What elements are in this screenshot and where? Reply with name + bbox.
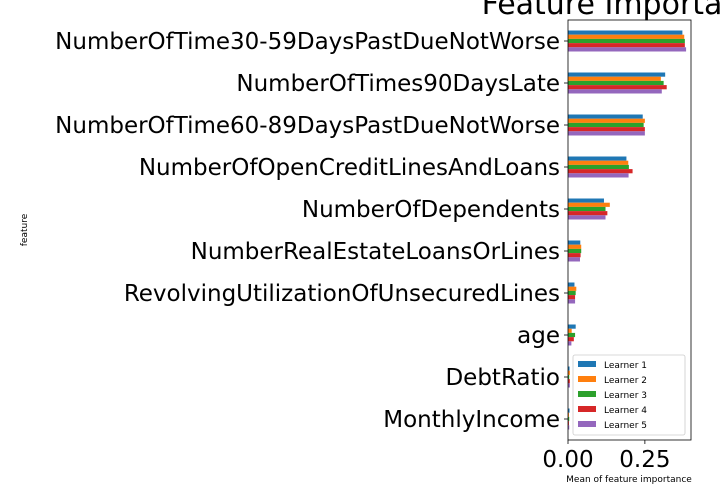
bar-2-9 — [568, 412, 569, 417]
y-axis-title: feature — [20, 213, 30, 246]
bar-4-3 — [568, 169, 633, 174]
category-label: NumberOfDependents — [302, 197, 560, 223]
bar-5-7 — [568, 341, 572, 346]
category-label: age — [517, 323, 560, 349]
bar-1-6 — [568, 282, 575, 287]
bar-5-2 — [568, 131, 645, 136]
bar-4-1 — [568, 85, 667, 90]
bar-3-4 — [568, 206, 606, 212]
bar-2-0 — [568, 34, 685, 39]
bar-3-8 — [568, 374, 570, 380]
bar-5-1 — [568, 89, 662, 94]
bar-1-5 — [568, 240, 581, 245]
bar-3-7 — [568, 332, 576, 338]
bar-3-5 — [568, 248, 582, 254]
bar-5-5 — [568, 257, 580, 262]
bar-4-0 — [568, 43, 685, 48]
bar-2-5 — [568, 244, 582, 249]
category-label: NumberRealEstateLoansOrLines — [191, 239, 560, 265]
bar-5-4 — [568, 215, 606, 220]
bar-3-3 — [568, 164, 629, 170]
bar-5-0 — [568, 47, 687, 52]
legend-box — [572, 354, 686, 436]
bar-1-7 — [568, 324, 576, 329]
bar-1-4 — [568, 198, 604, 203]
bar-2-8 — [568, 370, 570, 375]
bar-3-2 — [568, 122, 644, 128]
chart-title: Feature Importance — [482, 0, 720, 22]
bar-1-8 — [568, 366, 570, 371]
category-labels: NumberOfTime30-59DaysPastDueNotWorse Numb… — [55, 29, 568, 433]
bar-2-2 — [568, 118, 645, 123]
bar-1-9 — [568, 408, 570, 413]
bar-1-3 — [568, 156, 627, 161]
category-label: MonthlyIncome — [383, 407, 560, 433]
legend-swatch — [578, 391, 596, 397]
bar-5-6 — [568, 299, 576, 304]
bar-4-8 — [568, 379, 570, 384]
bar-3-0 — [568, 38, 685, 44]
x-axis-title: Mean of feature importance — [566, 475, 692, 485]
legend-swatch — [578, 376, 596, 382]
bars-group — [568, 30, 687, 430]
bar-2-1 — [568, 76, 661, 81]
bar-1-0 — [568, 30, 683, 35]
x-tick-label: 0.00 — [542, 447, 593, 473]
bar-4-2 — [568, 127, 645, 132]
legend-swatch — [578, 406, 596, 412]
legend-label: Learner 3 — [604, 391, 647, 401]
bar-4-4 — [568, 211, 608, 216]
bar-1-1 — [568, 72, 666, 77]
bar-2-7 — [568, 328, 572, 333]
category-label: NumberOfTime60-89DaysPastDueNotWorse — [55, 113, 560, 139]
category-label: NumberOfTime30-59DaysPastDueNotWorse — [55, 29, 560, 55]
bar-5-9 — [568, 425, 570, 430]
bar-2-6 — [568, 286, 577, 291]
bar-3-1 — [568, 80, 664, 86]
category-label: NumberOfTimes90DaysLate — [236, 71, 560, 97]
x-ticks: 0.00 0.25 — [542, 440, 670, 473]
bar-5-3 — [568, 173, 629, 178]
category-label: DebtRatio — [445, 365, 560, 391]
legend-label: Learner 4 — [604, 406, 647, 416]
bar-3-9 — [568, 416, 570, 422]
plot-frame — [567, 19, 692, 441]
bar-4-9 — [568, 421, 569, 426]
category-label: RevolvingUtilizationOfUnsecuredLines — [124, 281, 560, 307]
bar-2-4 — [568, 202, 610, 207]
category-label: NumberOfOpenCreditLinesAndLoans — [139, 155, 560, 181]
bar-2-3 — [568, 160, 629, 165]
legend-label: Learner 1 — [604, 361, 647, 371]
bar-3-6 — [568, 290, 576, 296]
legend-label: Learner 2 — [604, 376, 647, 386]
bar-4-6 — [568, 295, 576, 300]
bar-4-5 — [568, 253, 581, 258]
bar-1-2 — [568, 114, 643, 119]
x-tick-label: 0.25 — [619, 447, 670, 473]
legend-label: Learner 5 — [604, 421, 647, 431]
bar-4-7 — [568, 337, 574, 342]
legend: Learner 1 Learner 2 Learner 3 Learner 4 Lear… — [572, 354, 686, 436]
legend-swatch — [578, 361, 596, 367]
legend-swatch — [578, 421, 596, 427]
bar-5-8 — [568, 383, 570, 388]
